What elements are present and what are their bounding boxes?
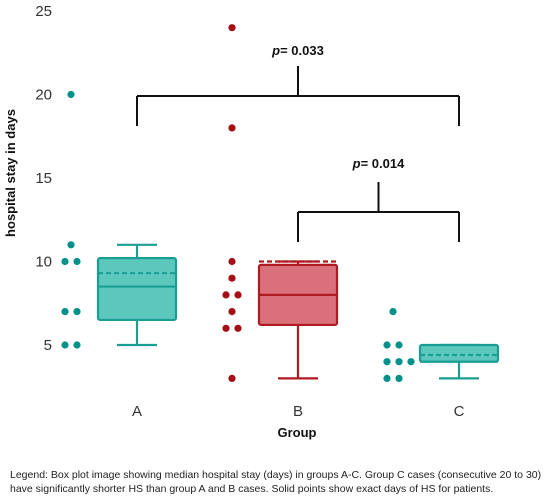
x-axis-ticks: A B C xyxy=(132,403,465,420)
box-plot-chart: hospital stay in days Group 5 10 15 20 25 A B… xyxy=(3,3,500,440)
x-tick-label: C xyxy=(454,403,465,420)
data-point-c xyxy=(383,374,391,382)
data-point-b xyxy=(228,308,236,316)
data-point-b xyxy=(228,274,236,282)
data-point-b xyxy=(222,324,230,332)
data-point-c xyxy=(395,341,403,349)
figure-caption: Legend: Box plot image showing median ho… xyxy=(10,469,542,495)
x-tick-label: A xyxy=(132,403,142,420)
data-point-b xyxy=(228,374,236,382)
data-point-c xyxy=(383,358,391,366)
data-point-b xyxy=(234,324,242,332)
boxes-layer xyxy=(96,243,500,380)
data-point-a xyxy=(67,241,75,249)
points-layer xyxy=(61,24,415,382)
y-tick-label: 15 xyxy=(35,170,52,187)
box-iqr xyxy=(96,257,178,322)
data-point-c xyxy=(395,374,403,382)
bracket-b-c: p= 0.014 xyxy=(297,156,460,242)
data-point-b xyxy=(228,24,236,32)
x-axis-title: Group xyxy=(278,425,317,440)
data-point-b xyxy=(228,257,236,266)
box-group-c xyxy=(418,343,500,380)
data-point-c xyxy=(389,308,397,316)
y-axis-ticks: 5 10 15 20 25 xyxy=(35,3,52,354)
data-point-c xyxy=(383,341,391,349)
data-point-a xyxy=(73,341,81,349)
data-point-b xyxy=(228,124,236,132)
data-point-a xyxy=(67,90,75,99)
p-value-prefix: p xyxy=(352,156,361,171)
y-axis-title: hospital stay in days xyxy=(3,109,18,237)
p-value-label: p= 0.014 xyxy=(352,156,405,171)
y-tick-label: 5 xyxy=(44,337,52,354)
data-point-c xyxy=(407,358,415,366)
p-value-label: p= 0.033 xyxy=(271,43,324,58)
data-point-a xyxy=(61,308,69,316)
bracket-a-c: p= 0.033 xyxy=(136,43,460,126)
p-value-text: = 0.014 xyxy=(361,156,406,171)
data-point-a xyxy=(61,257,69,266)
y-tick-label: 25 xyxy=(35,3,52,20)
data-point-a xyxy=(73,308,81,316)
data-point-a xyxy=(61,341,69,349)
data-point-c xyxy=(395,358,403,366)
data-point-b xyxy=(222,291,230,299)
x-tick-label: B xyxy=(293,403,303,420)
p-value-text: = 0.033 xyxy=(280,43,324,58)
box-group-a xyxy=(96,243,178,347)
box-iqr xyxy=(418,343,500,363)
data-point-b xyxy=(234,291,242,299)
box-group-b xyxy=(257,260,339,380)
data-point-a xyxy=(73,257,81,266)
p-value-prefix: p xyxy=(271,43,280,58)
y-tick-label: 20 xyxy=(35,87,52,104)
y-tick-label: 10 xyxy=(35,254,52,271)
